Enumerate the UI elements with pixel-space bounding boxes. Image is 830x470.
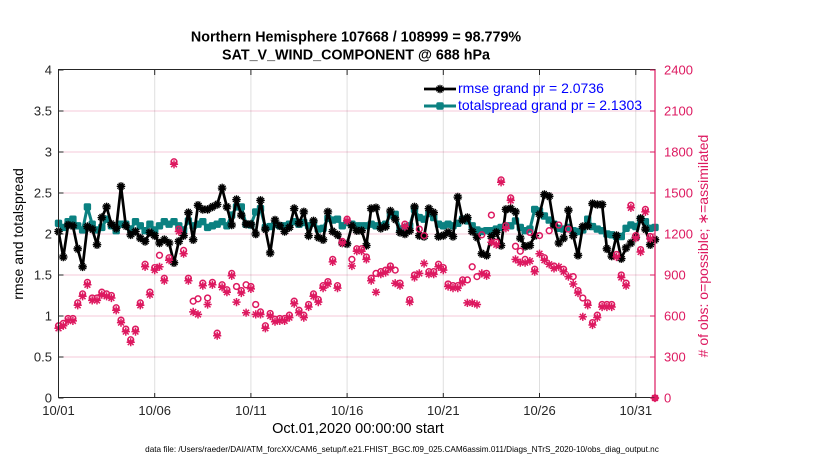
svg-text:2400: 2400 [664,63,693,78]
svg-text:3: 3 [45,145,52,160]
svg-text:10/01: 10/01 [42,403,75,418]
svg-text:10/31: 10/31 [620,403,653,418]
svg-text:1.5: 1.5 [34,268,52,283]
svg-text:0: 0 [664,391,671,406]
svg-text:0.5: 0.5 [34,350,52,365]
svg-text:1: 1 [45,309,52,324]
svg-text:data file: /Users/raeder/DAI/A: data file: /Users/raeder/DAI/ATM_forcXX/… [145,445,659,454]
svg-text:1500: 1500 [664,186,693,201]
svg-text:rmse and totalspread: rmse and totalspread [10,168,26,300]
svg-text:900: 900 [664,268,686,283]
svg-text:1800: 1800 [664,145,693,160]
svg-text:2100: 2100 [664,104,693,119]
svg-text:Oct.01,2020 00:00:00 start: Oct.01,2020 00:00:00 start [272,421,444,437]
svg-text:2.5: 2.5 [34,186,52,201]
svg-text:rmse grand pr = 2.0736: rmse grand pr = 2.0736 [458,80,604,96]
svg-text:2: 2 [45,227,52,242]
svg-text:10/06: 10/06 [138,403,171,418]
svg-text:Northern Hemisphere 107668 / 1: Northern Hemisphere 107668 / 108999 = 98… [191,30,522,46]
svg-text:1200: 1200 [664,227,693,242]
svg-text:4: 4 [45,63,52,78]
svg-text:# of obs: o=possible; ∗=assimi: # of obs: o=possible; ∗=assimilated [695,135,711,358]
svg-text:0: 0 [45,391,52,406]
svg-text:10/16: 10/16 [331,403,364,418]
svg-text:10/11: 10/11 [235,403,267,418]
svg-text:600: 600 [664,309,686,324]
svg-text:300: 300 [664,350,686,365]
svg-text:10/26: 10/26 [523,403,556,418]
svg-text:totalspread grand pr = 2.1303: totalspread grand pr = 2.1303 [458,97,642,113]
svg-text:10/21: 10/21 [427,403,460,418]
svg-text:SAT_V_WIND_COMPONENT @ 688 hPa: SAT_V_WIND_COMPONENT @ 688 hPa [222,48,491,64]
svg-text:3.5: 3.5 [34,104,52,119]
